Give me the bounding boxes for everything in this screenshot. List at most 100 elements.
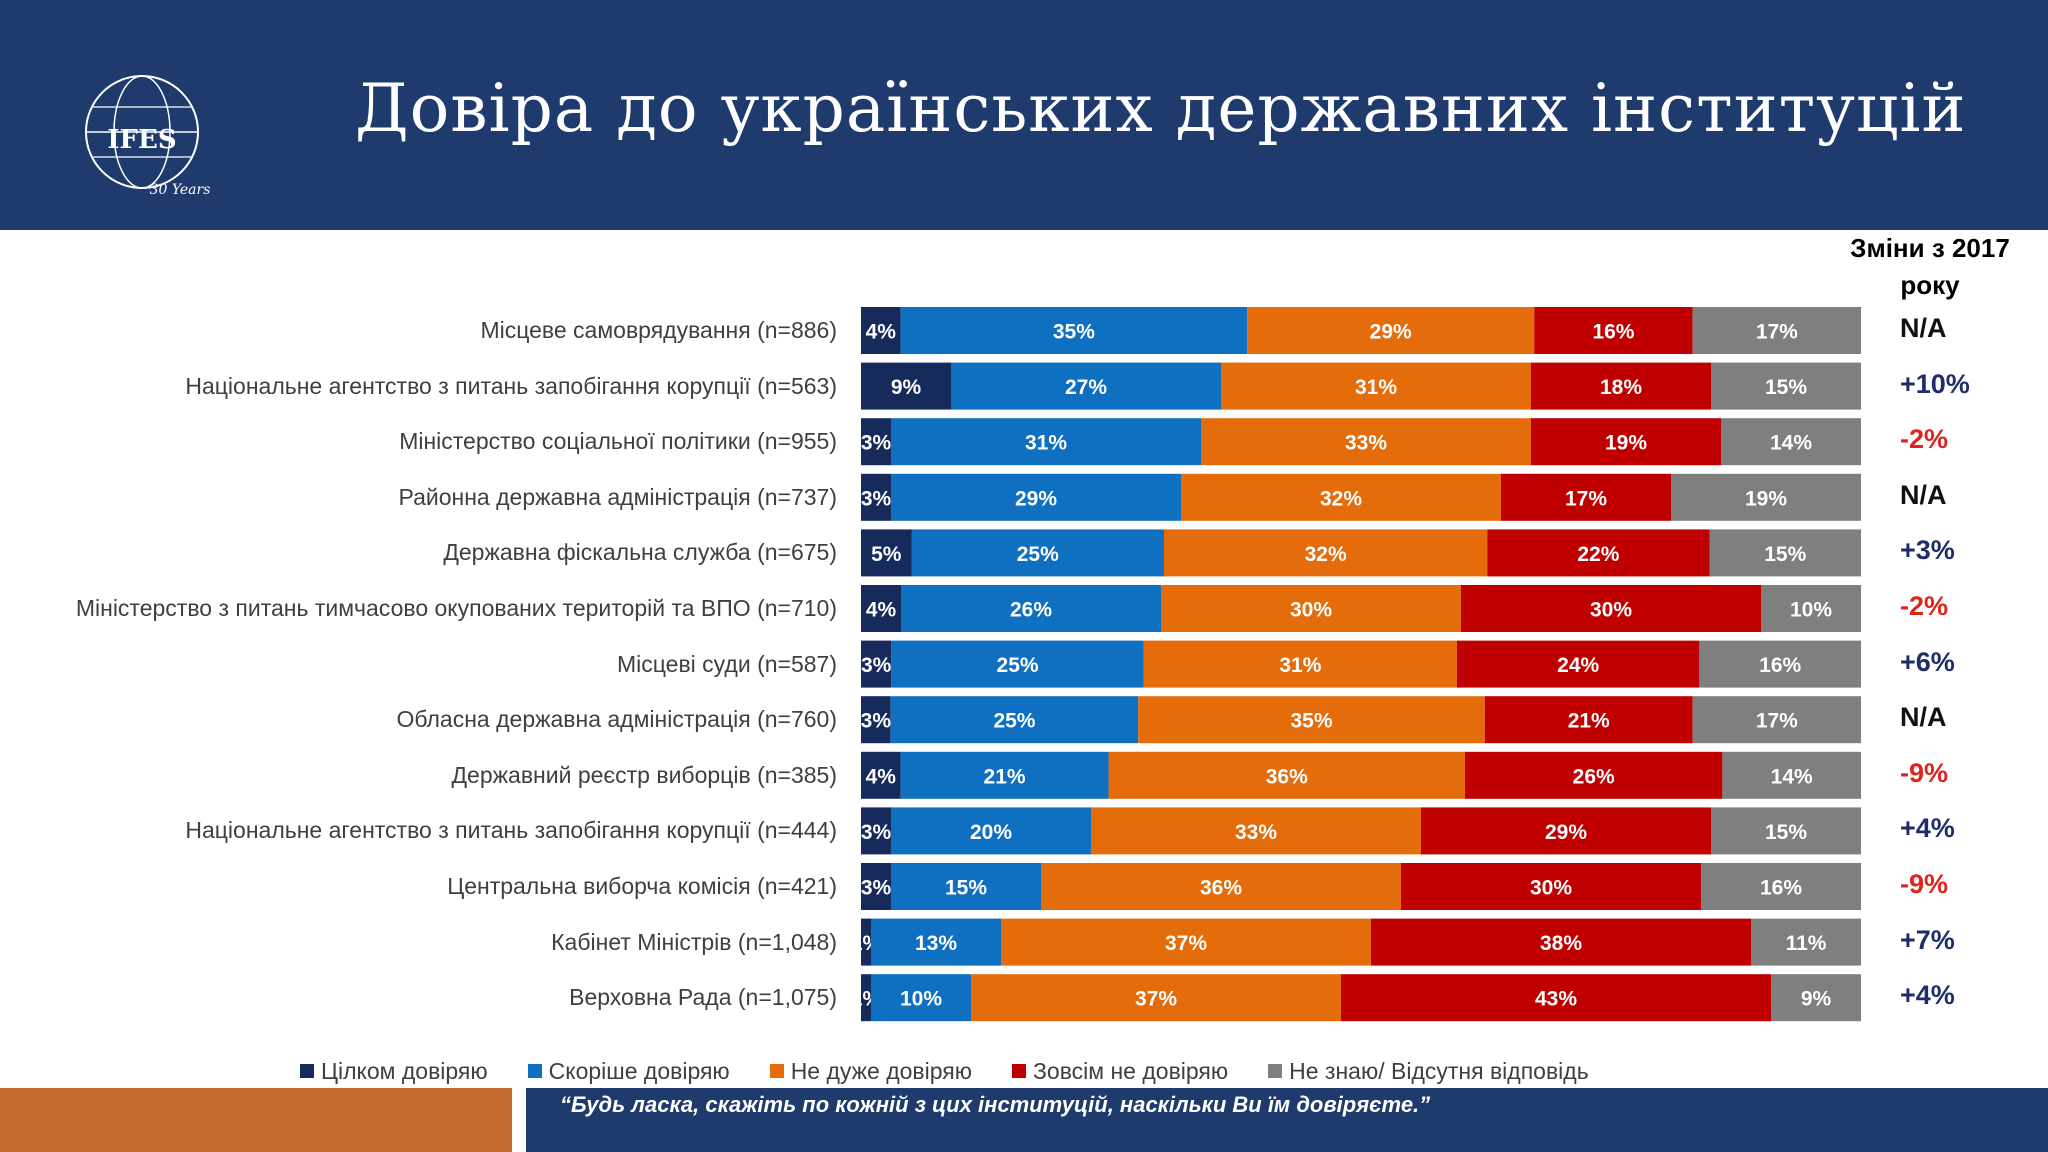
bar-value-label: 15% — [1764, 543, 1806, 566]
change-since-2017: +4% — [1900, 980, 1955, 1011]
bar-segment — [861, 418, 891, 466]
bar-segment — [861, 362, 951, 410]
bar-segment — [1722, 751, 1861, 799]
bar-segment — [861, 585, 901, 632]
change-since-2017: -2% — [1900, 591, 1949, 621]
bar-value-label: 37% — [1135, 988, 1177, 1011]
bar-value-label: 43% — [1535, 988, 1577, 1011]
bar-value-label: 3% — [861, 710, 892, 733]
bar-value-label: 24% — [1557, 654, 1599, 677]
bar-value-label: 21% — [984, 765, 1026, 788]
bar-segment — [1001, 918, 1371, 966]
legend-label: Не знаю/ Відсутня відповідь — [1289, 1057, 1589, 1084]
bar-value-label: 25% — [1017, 543, 1059, 566]
bar-segment — [1108, 751, 1465, 799]
bar-segment — [1531, 418, 1721, 466]
bar-value-label: 35% — [1053, 321, 1095, 344]
bar-segment — [871, 974, 971, 1022]
bar-value-label: 33% — [1235, 821, 1277, 844]
category-label: Місцеве самоврядування (n=886) — [480, 317, 837, 343]
bar-segment — [1041, 863, 1401, 910]
bar-value-label: 3% — [861, 487, 892, 510]
legend-label: Зовсім не довіряю — [1033, 1057, 1229, 1084]
bar-value-label: 15% — [1765, 376, 1807, 399]
bar-segment — [861, 918, 871, 966]
bar-value-label: 19% — [1605, 432, 1647, 455]
bar-value-label: 29% — [1545, 821, 1587, 844]
bar-segment — [1761, 585, 1861, 632]
legend-label: Цілком довіряю — [321, 1057, 488, 1084]
page-title: Довіра до українських державних інституц… — [355, 70, 1967, 147]
bar-value-label: 20% — [970, 821, 1012, 844]
change-since-2017: -9% — [1900, 869, 1949, 899]
legend-swatch — [769, 1064, 784, 1078]
legend-label: Не дуже довіряю — [790, 1057, 973, 1084]
bar-value-label: 15% — [1765, 821, 1807, 844]
bar-value-label: 18% — [1600, 376, 1642, 399]
bar-segment — [1711, 807, 1861, 855]
bar-value-label: 26% — [1010, 599, 1052, 622]
bar-segment — [1371, 918, 1751, 966]
bar-segment — [890, 696, 1139, 744]
legend-item: Скоріше довіряю — [527, 1057, 730, 1085]
bar-value-label: 19% — [1745, 487, 1787, 510]
bar-segment — [1201, 418, 1531, 466]
bar-value-label: 13% — [915, 932, 957, 955]
bar-segment — [1699, 640, 1861, 688]
bar-value-label: 3% — [861, 877, 892, 900]
bar-value-label: 38% — [1540, 932, 1582, 955]
change-since-2017: N/A — [1900, 702, 1947, 733]
bar-value-label: 22% — [1577, 543, 1619, 566]
change-since-2017: -2% — [1900, 424, 1949, 455]
category-label: Місцеві суди (n=587) — [616, 650, 837, 677]
bar-value-label: 35% — [1290, 710, 1332, 733]
bar-segment — [1161, 585, 1461, 632]
survey-question: “Будь ласка, скажіть по кожній з цих інс… — [560, 1092, 1431, 1117]
bar-segment — [1138, 696, 1485, 744]
chart-legend: Цілком довіряю Скоріше довіряю Не дуже дов… — [300, 1057, 1629, 1087]
bar-value-label: 25% — [997, 654, 1039, 677]
change-since-2017: N/A — [1900, 479, 1947, 510]
logo-text: IFES — [107, 125, 176, 155]
bar-value-label: 9% — [1801, 988, 1832, 1011]
bar-value-label: 33% — [1345, 432, 1387, 455]
bar-segment — [1721, 418, 1861, 466]
bar-segment — [861, 751, 901, 799]
bar-segment — [1341, 974, 1771, 1022]
bar-segment — [900, 307, 1248, 354]
category-label: Державний реєстр виборців (n=385) — [451, 761, 837, 788]
change-since-2017: -9% — [1900, 757, 1949, 788]
bar-segment — [861, 529, 912, 577]
category-label: Кабінет Міністрів (n=1,048) — [551, 928, 837, 955]
category-label: Районна державна адміністрація (n=737) — [398, 483, 837, 510]
logo-years: 30 Years — [150, 182, 211, 198]
bar-value-label: 32% — [1320, 487, 1362, 510]
change-since-2017: N/A — [1900, 313, 1947, 343]
bar-value-label: 27% — [1065, 376, 1107, 399]
bar-segment — [1421, 807, 1711, 855]
bar-value-label: 9% — [891, 376, 922, 399]
bar-segment — [1701, 863, 1861, 910]
bar-segment — [1531, 362, 1711, 410]
category-label: Обласна державна адміністрація (n=760) — [396, 706, 837, 733]
legend-label: Скоріше довіряю — [548, 1057, 730, 1084]
bar-value-label: 10% — [900, 988, 942, 1011]
bar-segment — [891, 473, 1181, 521]
bar-value-label: 36% — [1266, 765, 1308, 788]
bar-value-label: 14% — [1770, 432, 1812, 455]
change-since-2017: +3% — [1900, 535, 1955, 566]
bar-segment — [1487, 529, 1710, 577]
bar-segment — [1711, 362, 1861, 410]
bar-value-label: 37% — [1165, 932, 1207, 955]
bar-segment — [1692, 696, 1861, 744]
changes-header: Зміни з 2017 року — [1850, 233, 2010, 300]
change-since-2017: +4% — [1900, 813, 1955, 844]
bar-value-label: 30% — [1530, 877, 1572, 900]
bar-value-label: 3% — [861, 654, 892, 677]
bar-value-label: 25% — [993, 710, 1035, 733]
bar-segment — [1671, 473, 1861, 521]
bar-segment — [1751, 918, 1861, 966]
bar-segment — [1771, 974, 1861, 1022]
bar-value-label: 4% — [866, 599, 897, 622]
